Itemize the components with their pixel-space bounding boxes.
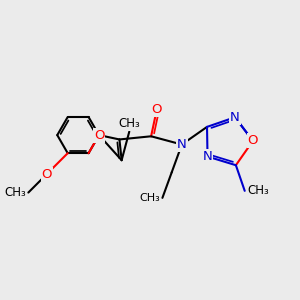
Text: O: O [248, 134, 258, 147]
Text: N: N [230, 111, 240, 124]
Text: CH₃: CH₃ [140, 193, 160, 203]
Text: N: N [177, 138, 187, 151]
Text: N: N [203, 150, 212, 163]
Text: CH₃: CH₃ [248, 184, 269, 197]
Text: O: O [152, 103, 162, 116]
Text: O: O [94, 129, 104, 142]
Text: CH₃: CH₃ [4, 186, 26, 199]
Text: O: O [41, 168, 52, 181]
Text: CH₃: CH₃ [118, 117, 140, 130]
